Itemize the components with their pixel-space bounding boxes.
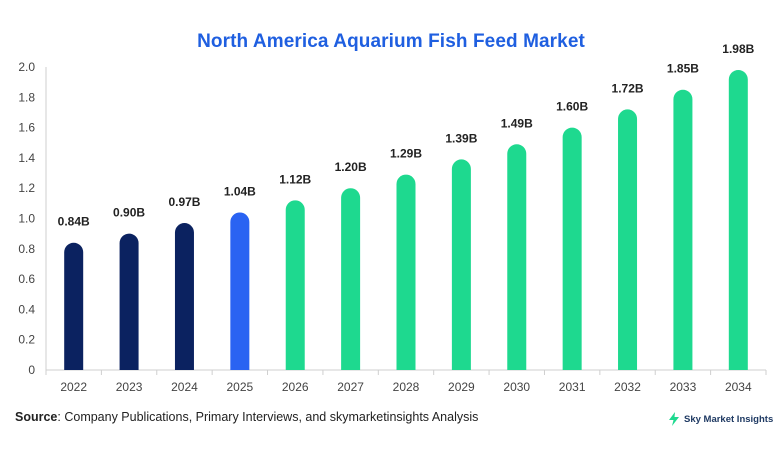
- bar-2025: [230, 212, 250, 370]
- x-tick-label: 2025: [226, 380, 253, 394]
- y-tick-label: 0.8: [18, 242, 35, 256]
- y-tick-label: 0: [28, 363, 35, 377]
- y-tick-label: 1.8: [18, 90, 35, 104]
- bar-2026: [285, 200, 305, 370]
- x-tick-label: 2028: [393, 380, 420, 394]
- x-tick-label: 2027: [337, 380, 364, 394]
- y-tick-label: 0.4: [18, 302, 35, 316]
- bar-2029: [451, 159, 471, 370]
- brand-logo: Sky Market Insights: [668, 412, 773, 426]
- y-axis: 0 0.2 0.4 0.6 0.8 1.0 1.2 1.4 1.6 1.8 2.0: [18, 60, 47, 377]
- bar-2031: [562, 127, 582, 370]
- y-tick-label: 1.2: [18, 181, 35, 195]
- data-label-2032: 1.72B: [612, 81, 644, 95]
- data-label-2025: 1.04B: [224, 184, 256, 198]
- bar-2032: [618, 109, 638, 371]
- lightning-bolt-icon: [669, 412, 679, 426]
- data-label-2028: 1.29B: [390, 147, 422, 161]
- x-tick-label: 2031: [559, 380, 586, 394]
- data-label-2030: 1.49B: [501, 116, 533, 130]
- x-tick-label: 2034: [725, 380, 752, 394]
- chart-title: North America Aquarium Fish Feed Market: [197, 31, 585, 52]
- data-label-2023: 0.90B: [113, 206, 145, 220]
- data-label-2034: 1.98B: [722, 42, 754, 56]
- brand-name: Sky Market Insights: [684, 413, 774, 425]
- bar-2022: [64, 242, 84, 370]
- y-tick-label: 1.0: [18, 212, 35, 226]
- bar-2034: [728, 70, 748, 370]
- source-note: Source: Company Publications, Primary In…: [15, 410, 478, 424]
- y-tick-label: 0.2: [18, 333, 35, 347]
- data-label-2027: 1.20B: [335, 160, 367, 174]
- data-label-2029: 1.39B: [445, 131, 477, 145]
- bar-2030: [507, 144, 527, 370]
- bar-2028: [396, 174, 416, 370]
- data-label-2022: 0.84B: [58, 215, 90, 229]
- data-label-2024: 0.97B: [168, 195, 200, 209]
- source-text: : Company Publications, Primary Intervie…: [57, 410, 479, 424]
- data-label-2031: 1.60B: [556, 100, 588, 114]
- x-tick-label: 2030: [503, 380, 530, 394]
- x-tick-label: 2029: [448, 380, 475, 394]
- x-tick-label: 2026: [282, 380, 309, 394]
- x-tick-label: 2023: [116, 380, 143, 394]
- x-tick-label: 2024: [171, 380, 198, 394]
- bar-2024: [174, 223, 194, 370]
- bars: [64, 70, 748, 371]
- source-label: Source: [15, 410, 58, 424]
- x-tick-label: 2033: [670, 380, 697, 394]
- y-tick-label: 1.4: [18, 151, 35, 165]
- y-tick-label: 1.6: [18, 121, 35, 135]
- data-labels: 0.84B 0.90B 0.97B 1.04B 1.12B 1.20B 1.29B 1.39B…: [58, 42, 755, 229]
- data-label-2033: 1.85B: [667, 62, 699, 76]
- y-tick-label: 0.6: [18, 272, 35, 286]
- data-label-2026: 1.12B: [279, 172, 311, 186]
- bar-2023: [119, 233, 139, 370]
- x-tick-label: 2022: [60, 380, 87, 394]
- bar-2027: [341, 188, 361, 370]
- bar-2033: [673, 89, 693, 370]
- x-tick-label: 2032: [614, 380, 641, 394]
- x-axis: 2022 2023 2024 2025 2026 2027 2028 2029 2030 2031…: [45, 369, 767, 394]
- y-tick-label: 2.0: [18, 60, 35, 74]
